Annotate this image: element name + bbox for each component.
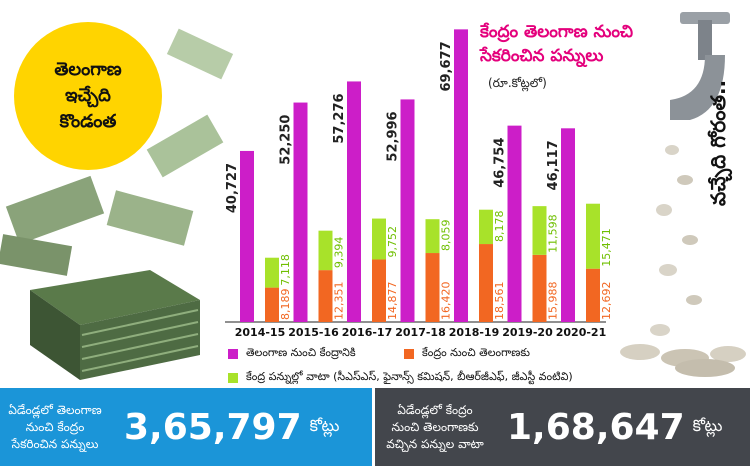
x-tick-label: 2015-16 [288,326,339,339]
bar-label: 9,752 [386,226,399,258]
x-tick-label: 2020-21 [556,326,607,339]
headline-badge: తెలంగాణ ఇచ్చేది కొండంత [14,22,162,170]
bar-to-center [561,128,575,322]
legend-swatch [404,349,414,359]
legend-label: తెలంగాణ నుంచి కేంద్రానికి [246,346,356,359]
coins-icon [620,145,746,377]
bar-label: 52,996 [386,111,401,161]
footer-unit: కోట్లు [309,415,340,435]
footer-total-right: ఏడేండ్లలో కేంద్రం నుంచి తెలంగాణకు వచ్చిన… [375,388,750,466]
bar-label: 15,988 [547,282,560,321]
bar-to-state [265,287,279,322]
bar-to-center [400,99,415,322]
bar-label: 12,692 [600,282,613,321]
bar-label: 8,178 [493,211,506,243]
bar-to-state [479,244,493,322]
bar-to-state [318,270,333,322]
footer-total-left: ఏడేండ్లలో తెలంగాణ నుంచి కేంద్రం సేకరించి… [0,388,372,466]
bar-to-center [240,150,254,322]
bar-label: 7,118 [279,254,292,286]
bar-share [372,218,386,260]
bar-label: 46,117 [546,140,561,190]
bar-label: 15,471 [600,228,613,267]
water-tap-icon [670,12,730,120]
bar-label: 18,561 [493,282,506,321]
footer-caption: ఏడేండ్లలో తెలంగాణ నుంచి కేంద్రం సేకరించి… [0,402,110,453]
badge-line: తెలంగాణ [54,59,122,80]
bar-share [318,230,333,271]
bar-label: 46,754 [493,138,508,188]
money-stack-icon [0,28,234,380]
bar-label: 57,276 [332,93,347,143]
caption-line: నుంచి కేంద్రం [25,419,85,434]
bar-to-state [532,254,547,322]
footer-unit: కోట్లు [692,415,723,435]
legend-swatch [228,373,238,383]
chart-title: కేంద్రం తెలంగాణ నుంచి సేకరించిన పన్నులు [480,22,634,66]
caption-line: నుంచి తెలంగాణకు [391,419,479,434]
bar-share [586,203,600,269]
bar-label: 8,189 [279,289,292,321]
footer-value: 1,68,647 [507,406,685,448]
caption-line: వచ్చిన పన్నుల వాటా [386,436,484,451]
legend-item: కేంద్రం నుంచి తెలంగాణకు [404,346,530,362]
bar-to-center [347,81,361,323]
bar-to-state [425,253,440,322]
caption-line: ఏడేండ్లలో కేంద్రం [397,402,473,417]
bar-label: 11,598 [547,214,560,253]
bar-label: 40,727 [225,163,240,213]
legend-item: కేంద్ర పన్నుల్లో వాటా (సీఎస్‌ఎస్, ఫైనాన్… [228,370,573,386]
chart-unit: (రూ.కోట్లలో) [488,76,547,90]
x-tick-label: 2016-17 [342,326,393,339]
bar-label: 14,877 [386,282,399,321]
bar-share [479,209,493,245]
bar-to-state [586,268,600,322]
bar-label: 8,059 [440,220,453,252]
bar-to-center [507,125,522,322]
footer-caption: ఏడేండ్లలో కేంద్రం నుంచి తెలంగాణకు వచ్చిన… [375,402,495,453]
caption-line: సేకరించిన పన్నులు [11,436,99,451]
legend-label: కేంద్ర పన్నుల్లో వాటా (సీఎస్‌ఎస్, ఫైనాన్… [246,370,573,383]
x-tick-label: 2018-19 [449,326,500,339]
badge-line: ఇచ్చేది [65,85,111,106]
badge-line: కొండంత [59,111,117,132]
bar-label: 12,351 [333,282,346,321]
legend-label: కేంద్రం నుంచి తెలంగాణకు [422,346,530,359]
bar-share [532,206,547,255]
caption-line: ఏడేండ్లలో తెలంగాణ [8,402,102,417]
bar-share [425,219,440,254]
legend-swatch [228,349,238,359]
bar-label: 52,250 [279,115,294,165]
footer-value: 3,65,797 [124,406,302,448]
bar-share [265,257,279,288]
bar-to-center [293,102,308,322]
x-tick-label: 2017-18 [395,326,446,339]
bar-to-center [454,29,468,323]
x-tick-label: 2014-15 [235,326,286,339]
bar-to-state [372,259,386,322]
bar-label: 16,420 [440,282,453,321]
x-tick-label: 2019-20 [502,326,553,339]
bar-label: 69,677 [439,41,454,91]
bar-label: 9,394 [333,237,346,269]
legend-item: తెలంగాణ నుంచి కేంద్రానికి [228,346,356,362]
